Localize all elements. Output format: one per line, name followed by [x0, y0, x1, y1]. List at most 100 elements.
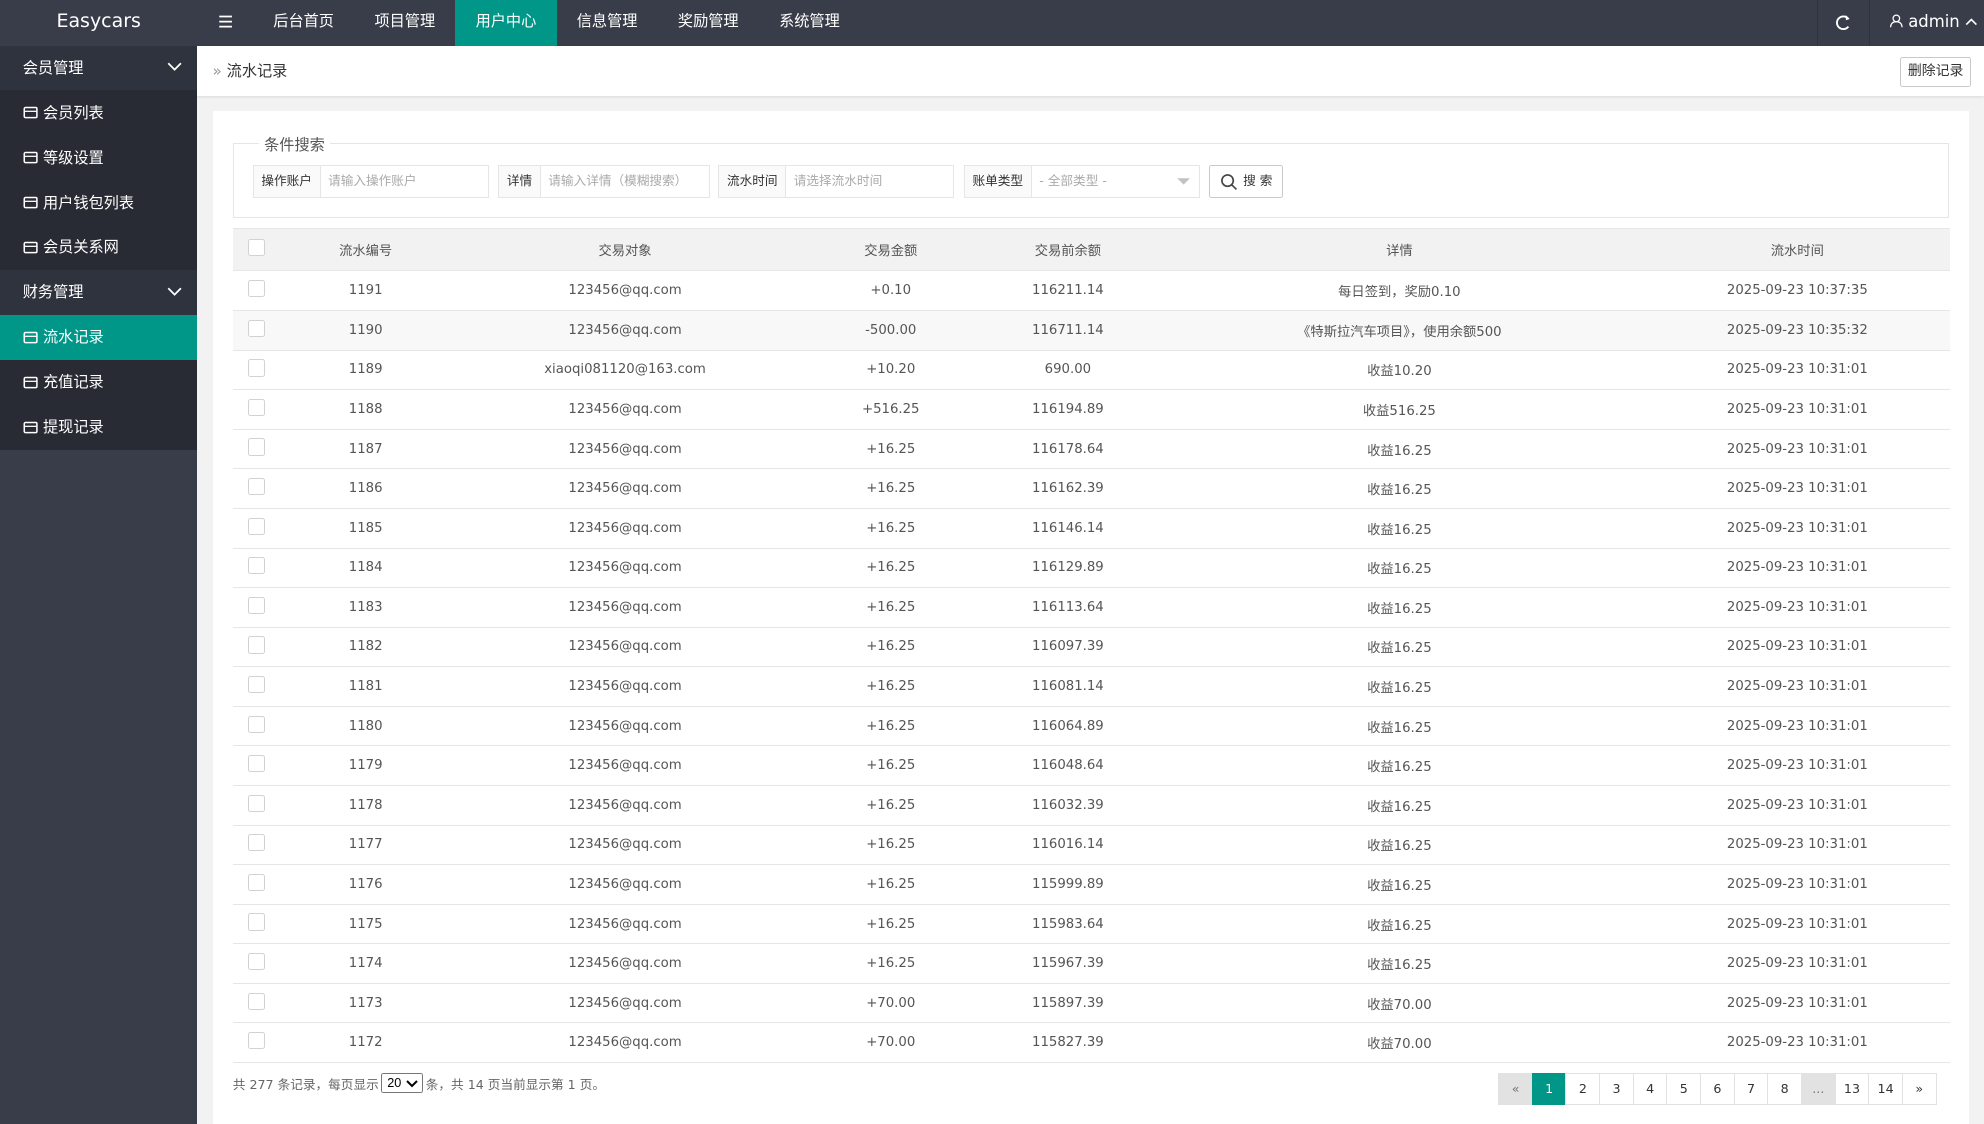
table-cell: +0.10	[799, 270, 982, 312]
row-checkbox[interactable]	[248, 992, 266, 1010]
checkbox-cell	[232, 627, 281, 668]
nav-item[interactable]: 系统管理	[779, 12, 840, 30]
row-checkbox[interactable]	[248, 755, 266, 773]
nav-item[interactable]: 后台首页	[273, 12, 334, 30]
row-checkbox[interactable]	[248, 834, 266, 852]
nav-item[interactable]: 奖励管理	[677, 12, 739, 30]
row-checkbox[interactable]	[248, 280, 266, 298]
table-cell: 123456@qq.com	[450, 310, 800, 351]
search-placeholder: 请选择流水时间	[793, 173, 883, 189]
row-checkbox[interactable]	[248, 953, 266, 971]
checkbox-cell	[232, 587, 281, 628]
sidebar-group-title: 会员管理	[22, 58, 84, 77]
row-checkbox[interactable]	[248, 517, 266, 535]
table-cell: 123456@qq.com	[450, 864, 800, 905]
checkbox-cell	[232, 468, 281, 509]
checkbox-cell	[232, 706, 281, 747]
row-checkbox[interactable]	[248, 478, 266, 496]
sidebar-item[interactable]: 会员列表	[0, 90, 198, 136]
page-button[interactable]: «	[1498, 1072, 1533, 1106]
table-cell: +10.20	[799, 350, 982, 391]
nav-item[interactable]: 项目管理	[374, 12, 436, 30]
page-button[interactable]: 4	[1632, 1072, 1668, 1106]
menu-toggle[interactable]	[218, 14, 233, 29]
page-button[interactable]: 8	[1767, 1072, 1803, 1106]
sidebar-item[interactable]: 提现记录	[0, 404, 198, 450]
table-cell: 收益16.25	[1153, 627, 1645, 668]
page-button[interactable]: ...	[1800, 1072, 1836, 1106]
sidebar-item[interactable]: 用户钱包列表	[0, 180, 198, 226]
row-checkbox[interactable]	[248, 675, 266, 694]
sidebar-item[interactable]: 充值记录	[0, 359, 198, 405]
table-cell: 1190	[280, 310, 451, 351]
page-size[interactable]: 20	[381, 1072, 424, 1094]
search-field[interactable]: 流水时间 请选择流水时间	[718, 165, 955, 198]
table-row: 1184 123456@qq.com +16.25 116129.89 收益16.25 2…	[232, 548, 1950, 589]
row-checkbox[interactable]	[248, 438, 266, 456]
table-row: 1178 123456@qq.com +16.25 116032.39 收益16.25 2…	[232, 785, 1950, 826]
page-button[interactable]: 2	[1565, 1072, 1601, 1106]
table-cell: +16.25	[799, 508, 982, 549]
table-cell: 116162.39	[981, 468, 1154, 509]
sidebar-group[interactable]: 会员管理	[0, 45, 198, 91]
row-checkbox[interactable]	[248, 398, 266, 417]
search-field[interactable]: 详情 请输入详情（模糊搜索）	[498, 165, 711, 198]
page-button[interactable]: 13	[1834, 1072, 1870, 1106]
table-cell: 收益16.25	[1153, 429, 1645, 470]
row-checkbox[interactable]	[248, 873, 266, 892]
table-cell: 123456@qq.com	[450, 706, 800, 747]
table-row: 1191 123456@qq.com +0.10 116211.14 每日签到，奖励0.…	[232, 270, 1950, 312]
sidebar-item[interactable]: 流水记录	[0, 314, 198, 360]
table-cell: 收益16.25	[1153, 943, 1645, 984]
row-checkbox[interactable]	[248, 557, 266, 575]
table-cell: +16.25	[799, 864, 982, 905]
search-button[interactable]: 搜 索	[1209, 165, 1284, 198]
table-cell: 《特斯拉汽车项目》，使用余额500	[1153, 310, 1645, 351]
row-checkbox[interactable]	[248, 596, 266, 614]
page-button[interactable]: 14	[1868, 1072, 1904, 1106]
table-cell: 123456@qq.com	[450, 468, 800, 509]
nav-item[interactable]: 信息管理	[576, 12, 638, 30]
delete-button[interactable]: 删除记录	[1900, 56, 1971, 87]
row-checkbox[interactable]	[248, 359, 266, 377]
table-cell: 123456@qq.com	[450, 904, 800, 945]
table-cell: +516.25	[799, 389, 982, 430]
table-cell: +16.25	[799, 785, 982, 826]
checkbox-cell	[232, 904, 281, 945]
search-field[interactable]: 账单类型 - 全部类型 -	[963, 165, 1200, 198]
table-cell: 116211.14	[981, 270, 1154, 312]
row-checkbox[interactable]	[248, 794, 266, 812]
table-cell: 1188	[280, 389, 451, 430]
table-cell: 收益70.00	[1153, 1022, 1645, 1064]
row-checkbox[interactable]	[248, 715, 266, 733]
checkbox-cell	[232, 548, 281, 589]
sidebar-item[interactable]: 等级设置	[0, 135, 198, 181]
row-checkbox[interactable]	[248, 319, 266, 337]
table-cell: 1186	[280, 468, 451, 509]
search-field[interactable]: 操作账户 请输入操作账户	[252, 165, 489, 198]
row-checkbox[interactable]	[248, 636, 266, 654]
page-button[interactable]: 7	[1733, 1072, 1769, 1106]
table-cell: 1176	[280, 864, 451, 905]
row-checkbox[interactable]	[248, 1032, 266, 1050]
page-button[interactable]: 5	[1666, 1072, 1702, 1106]
sidebar-group-title: 财务管理	[22, 283, 84, 302]
checkbox-cell	[232, 270, 281, 312]
row-checkbox[interactable]	[248, 913, 266, 931]
sidebar-item[interactable]: 会员关系网	[0, 225, 198, 271]
page-button[interactable]: »	[1901, 1072, 1937, 1106]
table-cell: +16.25	[799, 587, 982, 628]
user-menu[interactable]: admin	[1890, 0, 1977, 46]
page-button[interactable]: 3	[1599, 1072, 1634, 1106]
refresh[interactable]	[1816, 0, 1870, 46]
checkbox-all[interactable]	[248, 239, 266, 257]
page-button[interactable]: 1	[1531, 1072, 1567, 1106]
nav-item[interactable]: 用户中心	[455, 0, 557, 46]
table-cell: 116178.64	[981, 429, 1154, 470]
sidebar-group[interactable]: 财务管理	[0, 270, 198, 315]
table-cell: 1187	[280, 429, 451, 470]
table-cell: 123456@qq.com	[450, 508, 800, 549]
table-cell: 2025-09-23 10:31:01	[1644, 508, 1950, 549]
page-button[interactable]: 6	[1699, 1072, 1735, 1106]
table-cell: 1183	[280, 587, 451, 628]
